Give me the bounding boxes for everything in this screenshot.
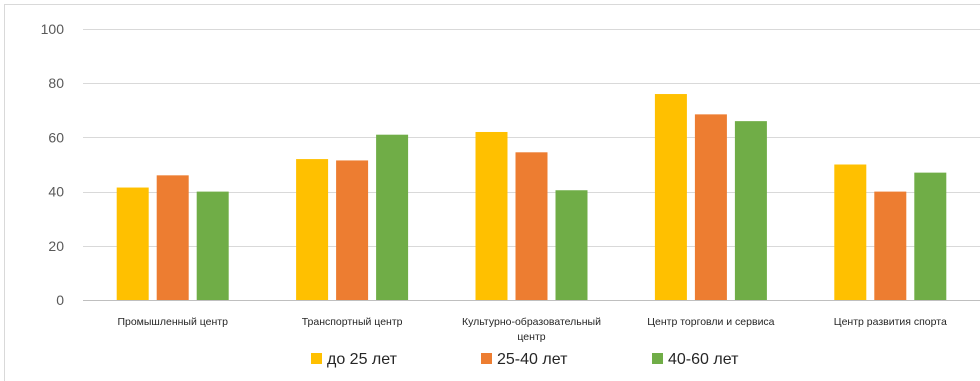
bar [694,114,727,301]
category-label: Промышленный центр [117,316,228,328]
bar [475,131,508,300]
bar [734,121,767,300]
bar [654,94,687,300]
y-tick-label: 20 [48,238,64,254]
bar [156,175,189,300]
legend-swatch [481,353,492,364]
bar [555,190,588,300]
legend: до 25 лет 25-40 лет 40-60 лет [311,351,739,368]
category-label: Центр торговли и сервиса [647,316,774,328]
bar [196,191,229,300]
y-tick-label: 60 [48,129,64,145]
bar [336,160,369,300]
y-tick-label: 80 [48,75,64,91]
y-tick-label: 100 [41,21,65,37]
legend-label: 40-60 лет [668,351,739,368]
y-axis-ticks: 0 20 40 60 80 100 [41,21,65,308]
bar [116,187,149,300]
category-label: Центр развития спорта [834,316,947,328]
bar [515,152,548,300]
category-label: Транспортный центр [302,316,403,328]
category-label: Культурно-образовательный центр [462,316,601,343]
y-tick-label: 0 [56,292,64,308]
legend-label: 25-40 лет [497,351,568,368]
legend-label: до 25 лет [327,351,398,368]
bars [116,94,947,301]
bar [296,159,329,300]
legend-swatch [311,353,322,364]
bar [834,164,867,300]
bar [874,191,907,300]
x-axis-categories: Промышленный центр Транспортный центр Куль… [117,316,947,343]
legend-swatch [652,353,663,364]
bar [914,172,947,300]
y-tick-label: 40 [48,184,64,200]
bar [376,134,409,300]
